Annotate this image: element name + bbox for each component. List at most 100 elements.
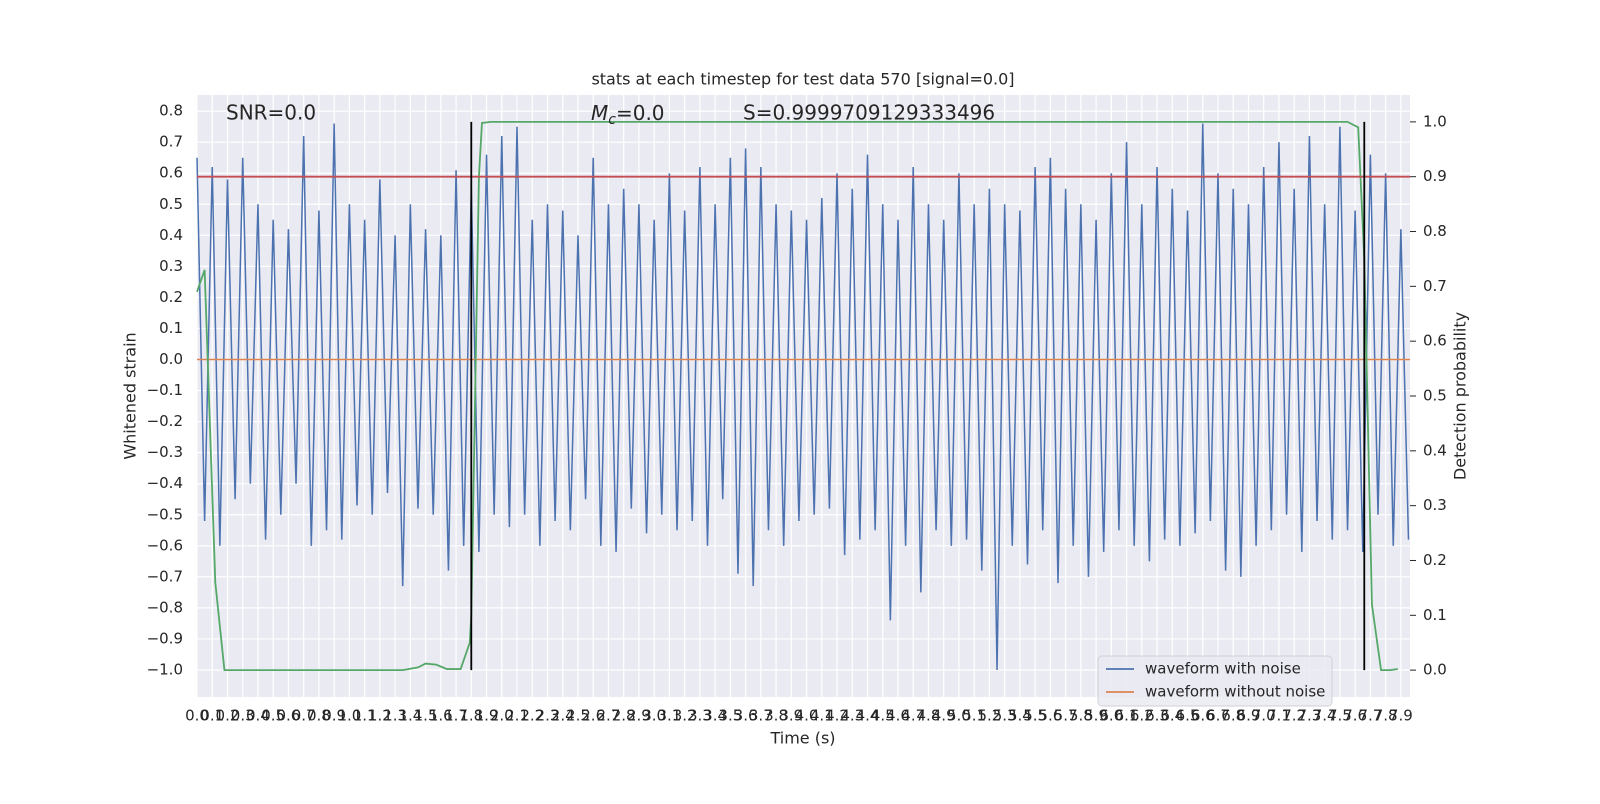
- y2-tick-label: 0.8: [1423, 222, 1447, 240]
- x-tick-label: 2.3: [536, 707, 560, 725]
- x-tick-label: 2.8: [612, 707, 636, 725]
- x-tick-label: 3.1: [657, 707, 681, 725]
- y-tick-label: −0.4: [147, 474, 183, 492]
- x-axis-label: Time (s): [769, 729, 835, 748]
- x-tick-label: 4.0: [795, 707, 819, 725]
- x-tick-label: 7.7: [1358, 707, 1382, 725]
- y-tick-label: −1.0: [147, 660, 183, 678]
- x-tick-label: 7.3: [1297, 707, 1321, 725]
- x-tick-label: 7.5: [1328, 707, 1352, 725]
- x-tick-label: 0.7: [292, 707, 316, 725]
- y-tick-label: 0.2: [159, 288, 183, 306]
- annotation-subscript: c: [608, 112, 616, 128]
- x-tick-label: 7.8: [1374, 707, 1398, 725]
- annotation: S=0.9999709129333496: [743, 101, 995, 125]
- x-tick-label: 1.1: [353, 707, 377, 725]
- y2-tick-label: 0.7: [1423, 277, 1447, 295]
- x-tick-label: 7.0: [1252, 707, 1276, 725]
- x-tick-label: 5.2: [977, 707, 1001, 725]
- x-tick-label: 2.1: [505, 707, 529, 725]
- y-tick-label: −0.8: [147, 598, 183, 616]
- x-tick-label: 5.1: [962, 707, 986, 725]
- x-tick-label: 2.5: [566, 707, 590, 725]
- x-tick-label: 7.2: [1282, 707, 1306, 725]
- plot-area: [197, 95, 1410, 697]
- x-tick-label: 1.8: [459, 707, 483, 725]
- x-tick-label: 4.1: [810, 707, 834, 725]
- x-tick-label: 5.3: [993, 707, 1017, 725]
- x-tick-label: 7.9: [1389, 707, 1413, 725]
- y-axis-label: Whitened strain: [121, 332, 140, 459]
- x-tick-label: 3.3: [688, 707, 712, 725]
- x-tick-label: 4.7: [901, 707, 925, 725]
- y-tick-label: −0.6: [147, 536, 183, 554]
- annotation: Mc=0.0: [591, 101, 665, 129]
- x-tick-label: 1.0: [337, 707, 361, 725]
- y-tick-label: 0.0: [159, 350, 183, 368]
- x-tick-label: 4.2: [825, 707, 849, 725]
- x-tick-label: 3.5: [718, 707, 742, 725]
- x-tick-label: 6.9: [1237, 707, 1261, 725]
- x-tick-label: 4.6: [886, 707, 910, 725]
- x-tick-label: 2.9: [627, 707, 651, 725]
- ticks: 0.00.10.20.30.40.50.60.70.80.91.01.11.21…: [147, 102, 1447, 725]
- x-tick-label: 5.7: [1054, 707, 1078, 725]
- y-tick-label: −0.9: [147, 629, 183, 647]
- legend-label: waveform with noise: [1145, 660, 1301, 678]
- y2-tick-label: 0.3: [1423, 496, 1447, 514]
- x-tick-label: 6.7: [1206, 707, 1230, 725]
- y2-tick-label: 1.0: [1423, 112, 1447, 130]
- x-tick-label: 0.5: [261, 707, 285, 725]
- x-tick-label: 5.5: [1023, 707, 1047, 725]
- x-tick-label: 2.0: [490, 707, 514, 725]
- x-tick-label: 0.6: [277, 707, 301, 725]
- y-tick-label: 0.5: [159, 195, 183, 213]
- x-tick-label: 0.2: [216, 707, 240, 725]
- y2-tick-label: 0.4: [1423, 441, 1447, 459]
- y-tick-label: −0.7: [147, 567, 183, 585]
- x-tick-label: 3.8: [764, 707, 788, 725]
- marks: [196, 120, 1410, 672]
- x-tick-label: 4.9: [932, 707, 956, 725]
- y2-tick-label: 0.6: [1423, 332, 1447, 350]
- y2-axis-label: Detection probability: [1451, 312, 1470, 480]
- x-tick-label: 3.9: [779, 707, 803, 725]
- x-tick-label: 1.5: [414, 707, 438, 725]
- x-tick-label: 1.3: [383, 707, 407, 725]
- x-tick-label: 5.9: [1084, 707, 1108, 725]
- x-tick-label: 6.5: [1176, 707, 1200, 725]
- y2-tick-label: 0.1: [1423, 606, 1447, 624]
- x-tick-label: 4.3: [840, 707, 864, 725]
- x-tick-label: 6.8: [1221, 707, 1245, 725]
- y-tick-label: 0.7: [159, 133, 183, 151]
- x-tick-label: 0.9: [322, 707, 346, 725]
- y2-tick-label: 0.9: [1423, 167, 1447, 185]
- x-tick-label: 4.8: [917, 707, 941, 725]
- y-tick-label: −0.2: [147, 412, 183, 430]
- y2-tick-label: 0.5: [1423, 387, 1447, 405]
- x-tick-label: 6.4: [1160, 707, 1184, 725]
- x-tick-label: 3.7: [749, 707, 773, 725]
- x-tick-label: 0.3: [231, 707, 255, 725]
- x-tick-label: 0.4: [246, 707, 270, 725]
- legend-box: [1097, 655, 1333, 707]
- x-tick-label: 1.2: [368, 707, 392, 725]
- x-tick-label: 5.8: [1069, 707, 1093, 725]
- x-tick-label: 6.1: [1115, 707, 1139, 725]
- x-tick-label: 6.6: [1191, 707, 1215, 725]
- x-tick-label: 7.1: [1267, 707, 1291, 725]
- x-tick-label: 2.2: [520, 707, 544, 725]
- x-tick-label: 7.6: [1343, 707, 1367, 725]
- y-tick-label: −0.3: [147, 443, 183, 461]
- y-tick-label: 0.8: [159, 102, 183, 120]
- x-tick-label: 3.0: [642, 707, 666, 725]
- x-tick-label: 1.9: [475, 707, 499, 725]
- x-tick-label: 7.4: [1313, 707, 1337, 725]
- x-tick-label: 3.6: [734, 707, 758, 725]
- legend-label: waveform without noise: [1145, 683, 1325, 701]
- x-tick-label: 2.4: [551, 707, 575, 725]
- x-tick-label: 5.4: [1008, 707, 1032, 725]
- y2-tick-label: 0.2: [1423, 551, 1447, 569]
- x-tick-label: 2.6: [581, 707, 605, 725]
